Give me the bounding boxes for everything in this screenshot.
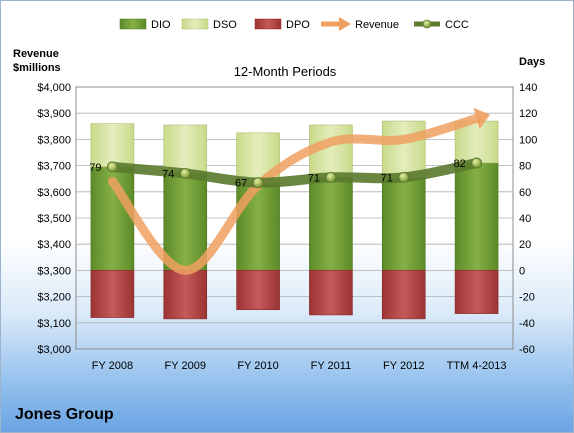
ccc-point	[325, 171, 337, 183]
company-name: Jones Group	[15, 406, 114, 423]
ccc-data-label: 82	[453, 158, 465, 170]
ccc-series-line	[107, 157, 482, 188]
bar-dso	[163, 124, 208, 174]
legend-label-revenue: Revenue	[355, 19, 399, 31]
y-right-tick-label: 0	[519, 265, 525, 277]
y-right-tick-label: 20	[519, 239, 531, 251]
y-left-tick-label: $3,100	[37, 318, 71, 330]
legend-swatch-dio	[119, 18, 147, 30]
revenue-arrowhead	[473, 107, 491, 130]
legend-swatch-dpo	[254, 18, 282, 30]
legend-swatch-dso	[181, 18, 209, 30]
x-tick-label: FY 2008	[92, 360, 133, 372]
x-tick-label: FY 2012	[383, 360, 424, 372]
bars	[90, 120, 499, 320]
y-left-tick-label: $3,200	[37, 292, 71, 304]
bar-dio	[381, 177, 426, 271]
x-tick-label: FY 2010	[237, 360, 278, 372]
revenue-series-line	[107, 113, 482, 275]
y-right-tick-label: 100	[519, 134, 537, 146]
y-left-tick-label: $3,300	[37, 265, 71, 277]
ccc-point	[252, 177, 264, 189]
bar-dpo	[236, 270, 280, 310]
y-right-tick-label: 140	[519, 82, 537, 94]
x-axis: FY 2008 FY 2009 FY 2010 FY 2011 FY 2012 TTM 4…	[92, 360, 507, 372]
y-left-tick-label: $3,900	[37, 108, 71, 120]
ccc-data-label: 71	[381, 172, 393, 184]
y-left-tick-label: $3,400	[37, 239, 71, 251]
ccc-point	[471, 157, 483, 169]
bar-dpo	[309, 270, 353, 316]
bar-dso	[90, 123, 135, 168]
y-right-tick-label: 80	[519, 161, 531, 173]
legend-swatch-ccc	[414, 19, 440, 29]
y-right-title: Days	[519, 56, 545, 68]
y-left-tick-label: $3,000	[37, 344, 71, 356]
y-left-tick-label: $4,000	[37, 82, 71, 94]
y-left-tick-label: $3,700	[37, 161, 71, 173]
ccc-point	[106, 161, 118, 173]
bar-dpo	[381, 270, 426, 320]
bar-dio	[309, 177, 353, 271]
y-left-tick-label: $3,600	[37, 187, 71, 199]
y-right-tick-label: -20	[519, 292, 535, 304]
legend: DIO DSO DPO Revenue CCC	[119, 17, 469, 31]
x-tick-label: FY 2011	[311, 360, 352, 372]
bar-dpo	[90, 270, 135, 318]
ccc-line	[106, 157, 483, 189]
y-left-tick-label: $3,800	[37, 134, 71, 146]
chart-title: 12-Month Periods	[234, 64, 337, 79]
legend-label-ccc: CCC	[445, 19, 469, 31]
y-right-tick-label: -40	[519, 318, 535, 330]
y-left-tick-label: $3,500	[37, 213, 71, 225]
revenue-line	[107, 107, 491, 275]
bar-dio	[454, 162, 499, 271]
y-right-axis: -60 -40 -20 0 20 40 60 80 100 120 140	[519, 82, 537, 356]
x-tick-label: TTM 4-2013	[447, 360, 507, 372]
data-labels: 79 74 67 71 71 82	[89, 158, 465, 190]
bar-dso	[381, 120, 426, 178]
y-right-tick-label: 60	[519, 187, 531, 199]
bar-dpo	[163, 270, 208, 320]
x-tick-label: FY 2009	[165, 360, 206, 372]
ccc-point	[398, 171, 410, 183]
y-right-tick-label: 40	[519, 213, 531, 225]
bar-dio	[163, 173, 208, 271]
y-left-title-line1: Revenue	[13, 48, 59, 60]
ccc-data-label: 71	[308, 172, 320, 184]
ccc-data-label: 79	[89, 162, 101, 174]
legend-label-dso: DSO	[213, 19, 237, 31]
y-right-tick-label: 120	[519, 108, 537, 120]
legend-swatch-revenue	[321, 17, 351, 31]
legend-label-dio: DIO	[151, 19, 171, 31]
ccc-data-label: 74	[162, 168, 174, 180]
y-left-axis: $3,000 $3,100 $3,200 $3,300 $3,400 $3,500 $3,6…	[37, 82, 71, 356]
y-left-title-line2: $millions	[13, 62, 61, 74]
ccc-point	[179, 167, 191, 179]
gridlines	[76, 112, 513, 324]
bar-dpo	[454, 270, 499, 314]
ccc-data-label: 67	[235, 178, 247, 190]
legend-label-dpo: DPO	[286, 19, 310, 31]
y-right-tick-label: -60	[519, 344, 535, 356]
